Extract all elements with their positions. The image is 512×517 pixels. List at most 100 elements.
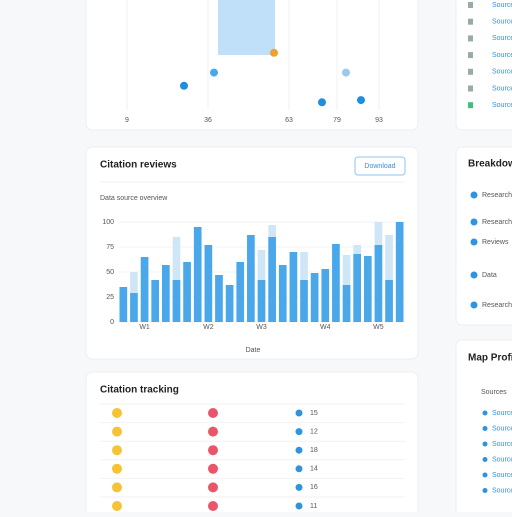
- bar: [385, 235, 393, 322]
- row-value: 15: [310, 410, 318, 417]
- row-value: 11: [310, 503, 317, 510]
- status-dot: [295, 465, 303, 473]
- y-tick-label: 0: [110, 319, 114, 326]
- x-tick-label: 79: [333, 117, 341, 124]
- bar: [215, 275, 223, 322]
- status-dot: [112, 501, 122, 511]
- status-dot: [208, 463, 218, 474]
- bar: [395, 222, 404, 322]
- x-tick-label: W2: [203, 324, 214, 331]
- bar: [353, 254, 361, 322]
- item-icon: [468, 52, 473, 59]
- bar: [119, 287, 128, 322]
- status-dot: [295, 502, 303, 510]
- item-label: Source: [492, 69, 512, 76]
- bar: [247, 235, 255, 322]
- point: [210, 68, 218, 77]
- item-label: Source: [492, 487, 512, 494]
- item-label: Source: [492, 19, 512, 26]
- item-icon: [470, 218, 478, 226]
- item-icon: [470, 271, 478, 279]
- y-tick-label: 50: [106, 269, 114, 276]
- status-dot: [295, 428, 303, 436]
- item-label: Research: [482, 219, 512, 226]
- x-tick-label: 63: [285, 117, 293, 124]
- status-dot: [208, 426, 218, 437]
- item-icon: [482, 426, 488, 431]
- bar: [151, 280, 160, 322]
- point: [342, 68, 350, 77]
- bar: [225, 285, 234, 322]
- status-dot: [112, 426, 122, 437]
- card: [455, 146, 512, 326]
- item-label: Source: [492, 425, 512, 432]
- item-label: Research: [482, 302, 512, 309]
- item-label: Reviews: [482, 239, 509, 246]
- panel-subtitle: Sources: [481, 389, 507, 396]
- bar: [183, 262, 191, 322]
- x-tick-label: W1: [139, 324, 150, 331]
- status-dot: [208, 408, 218, 418]
- subtitle: Data source overview: [100, 195, 168, 202]
- item-label: Source: [492, 52, 512, 59]
- row-value: 18: [310, 447, 318, 454]
- point: [318, 98, 326, 107]
- item-label: Source: [492, 456, 512, 463]
- bar: [278, 265, 287, 322]
- bar: [204, 245, 213, 322]
- bar: [257, 280, 266, 322]
- bar: [289, 252, 298, 322]
- status-dot: [295, 483, 303, 491]
- item-label: Source: [492, 102, 512, 109]
- status-dot: [112, 463, 122, 474]
- bar: [374, 245, 383, 322]
- card-title: Citation tracking: [100, 385, 179, 396]
- point: [357, 96, 365, 105]
- status-dot: [208, 482, 218, 493]
- item-icon: [482, 441, 488, 447]
- panel-title: Breakdown: [468, 159, 512, 170]
- status-dot: [208, 501, 218, 511]
- item-icon: [468, 68, 473, 75]
- status-dot: [112, 445, 122, 456]
- item-icon: [468, 35, 473, 42]
- row-value: 16: [310, 484, 318, 491]
- status-dot: [112, 482, 122, 493]
- bar: [310, 273, 319, 322]
- bar: [363, 256, 372, 322]
- status-dot: [112, 408, 122, 418]
- row-value: 14: [310, 466, 318, 473]
- item-label: Data: [482, 272, 497, 279]
- x-tick-label: 36: [204, 117, 212, 124]
- y-tick-label: 25: [106, 294, 114, 301]
- x-tick-label: 9: [125, 117, 129, 124]
- bar: [321, 269, 330, 322]
- item-label: Source: [492, 35, 512, 42]
- bar: [193, 227, 202, 322]
- heat-block: [218, 0, 275, 55]
- y-tick-label: 75: [106, 244, 114, 251]
- bar: [172, 280, 181, 322]
- item-label: Source: [492, 2, 512, 9]
- panel-title: Map Profile: [468, 353, 512, 364]
- item-label: Source: [492, 441, 512, 448]
- item-icon: [470, 191, 478, 199]
- status-dot: [295, 446, 303, 454]
- item-icon: [482, 410, 488, 416]
- item-icon: [482, 457, 488, 462]
- x-axis-label: Date: [246, 347, 261, 354]
- card: [85, 371, 419, 517]
- item-icon: [468, 85, 473, 92]
- y-tick-label: 100: [102, 219, 114, 226]
- row-value: 12: [310, 428, 318, 435]
- status-dot: [208, 445, 218, 456]
- card: [455, 0, 512, 131]
- card-title: Citation reviews: [100, 160, 177, 171]
- bar: [172, 237, 181, 322]
- item-icon: [470, 301, 478, 309]
- button-label[interactable]: Download: [364, 163, 395, 170]
- download-button[interactable]: [354, 156, 406, 176]
- item-label: Source: [492, 410, 512, 417]
- item-icon: [468, 102, 473, 109]
